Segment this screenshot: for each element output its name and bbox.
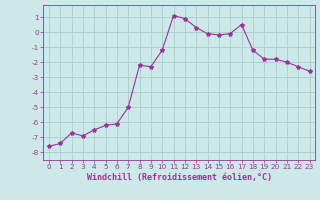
X-axis label: Windchill (Refroidissement éolien,°C): Windchill (Refroidissement éolien,°C) [87,173,272,182]
